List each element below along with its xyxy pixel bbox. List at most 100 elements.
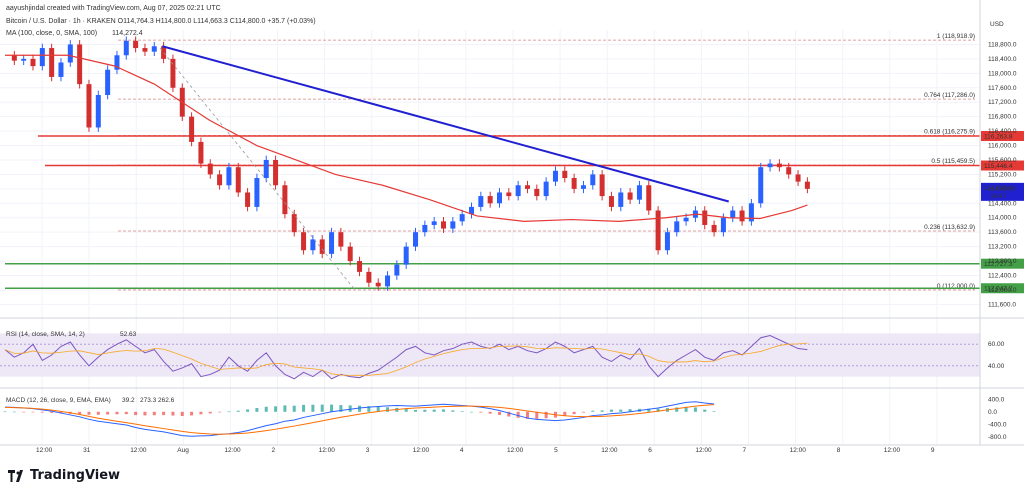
x-tick-label: 12:00 xyxy=(224,447,241,454)
macd-histogram-bar xyxy=(311,404,315,412)
y-tick-label: 112,800.0 xyxy=(988,258,1017,265)
candle-body xyxy=(207,163,213,175)
macd-histogram-bar xyxy=(516,411,520,418)
macd-histogram-bar xyxy=(386,407,390,412)
macd-histogram-bar xyxy=(563,411,567,417)
x-tick-label: 12:00 xyxy=(884,447,901,454)
fib-level-label: 0 (112,000.0) xyxy=(937,283,975,290)
candle-body xyxy=(319,239,325,254)
macd-histogram-bar xyxy=(376,406,380,412)
macd-histogram-bar xyxy=(40,411,44,413)
rsi-band-fill xyxy=(0,333,980,377)
candle-body xyxy=(338,232,344,247)
y-tick-label: 112,400.0 xyxy=(988,273,1017,280)
y-tick-label: 115,600.0 xyxy=(988,157,1017,164)
macd-histogram-bar xyxy=(712,411,716,412)
candle-body xyxy=(636,185,642,200)
macd-histogram-bar xyxy=(600,410,604,412)
macd-histogram-bar xyxy=(470,411,473,413)
currency-label: USD xyxy=(990,21,1004,28)
x-tick-label: 4 xyxy=(460,447,464,454)
y-tick-label: 113,200.0 xyxy=(988,244,1017,251)
candle-body xyxy=(375,282,381,287)
y-tick-label: 117,200.0 xyxy=(988,99,1017,106)
candle-body xyxy=(599,174,605,197)
candle-body xyxy=(263,159,269,179)
macd-label: MACD (12, 26, close, 9, EMA, EMA) xyxy=(6,397,111,404)
macd-histogram-bar xyxy=(404,408,408,412)
candle-body xyxy=(95,94,101,128)
candle-body xyxy=(170,58,176,88)
candle-body xyxy=(459,214,465,222)
macd-value: 39.2 xyxy=(122,397,135,404)
candle-body xyxy=(664,232,670,251)
candle-body xyxy=(254,178,260,207)
macd-histogram-bar xyxy=(180,411,184,417)
candle-body xyxy=(786,167,792,175)
x-tick-label: 5 xyxy=(554,447,558,454)
macd-line xyxy=(4,401,715,437)
candle-body xyxy=(795,174,801,182)
candle-body xyxy=(366,271,372,283)
candle-body xyxy=(105,69,111,95)
macd-histogram-bar xyxy=(581,411,585,413)
y-tick-label: 116,000.0 xyxy=(988,143,1017,150)
macd-histogram-bar xyxy=(507,411,511,417)
x-tick-label: 2 xyxy=(272,447,276,454)
x-tick-label: 8 xyxy=(837,447,841,454)
macd-histogram-bar xyxy=(227,411,231,413)
candle-body xyxy=(49,48,55,77)
candle-body xyxy=(478,196,484,207)
rsi-tick-label: 40.00 xyxy=(988,363,1005,370)
tradingview-brand[interactable]: TradingView xyxy=(8,468,120,483)
horizontal-levels: 1 (118,918.9) 0.764 (117,286.0) 0.618 (116… xyxy=(5,33,1024,294)
macd-histogram-bar xyxy=(190,411,194,416)
candle-body xyxy=(655,210,661,251)
macd-histogram-bar xyxy=(236,410,240,412)
candle-body xyxy=(524,185,530,189)
current-price-label: 114,800.0 xyxy=(984,185,1013,192)
candle-body xyxy=(329,232,335,254)
macd-histogram-bar xyxy=(460,411,464,412)
candle-body xyxy=(142,48,148,52)
macd-histogram-bar xyxy=(479,411,483,413)
macd-histogram-bar xyxy=(656,408,660,412)
rsi-tick-label: 60.00 xyxy=(988,341,1005,348)
macd-histogram-bar xyxy=(647,408,651,412)
x-tick-label: 12:00 xyxy=(790,447,807,454)
candle-body xyxy=(189,116,195,142)
macd-tick-label: 400.0 xyxy=(988,396,1005,403)
macd-histogram-bar xyxy=(591,410,595,412)
macd-value: 273.3 xyxy=(140,397,157,404)
candle-body xyxy=(422,224,428,233)
candle-body xyxy=(776,163,782,168)
rsi-label: RSI (14, close, SMA, 14, 2) xyxy=(6,331,85,338)
oscillator-panels: RSI (14, close, SMA, 14, 2) 52.63 60.00 40.… xyxy=(0,331,1007,441)
candle-body xyxy=(21,58,27,61)
candle-body xyxy=(618,192,624,207)
macd-histogram-bar xyxy=(152,411,156,416)
candle-body xyxy=(552,170,558,182)
macd-histogram-bar xyxy=(442,409,446,412)
x-tick-label: 12:00 xyxy=(695,447,712,454)
candle-body xyxy=(748,203,754,222)
level-tag-label: 115,446.4 xyxy=(984,163,1013,170)
countdown-label: 38:47 xyxy=(990,193,1007,200)
x-tick-label: 6 xyxy=(648,447,652,454)
y-tick-label: 116,400.0 xyxy=(988,128,1017,135)
macd-histogram-bar xyxy=(208,411,212,414)
candle-body xyxy=(590,174,596,186)
candle-body xyxy=(67,44,73,63)
candle-body xyxy=(730,210,736,218)
macd-histogram-bar xyxy=(96,411,100,415)
candle-body xyxy=(580,185,586,189)
candle-body xyxy=(291,214,297,233)
chart-axes: 118,800.0 118,400.0 118,000.0 117,600.0 117,… xyxy=(0,0,1024,454)
macd-histogram-bar xyxy=(367,406,371,412)
candle-body xyxy=(357,261,363,272)
x-tick-label: 12:00 xyxy=(319,447,336,454)
macd-histogram-bar xyxy=(143,411,147,416)
candle-body xyxy=(217,174,223,186)
candle-body xyxy=(133,40,139,49)
